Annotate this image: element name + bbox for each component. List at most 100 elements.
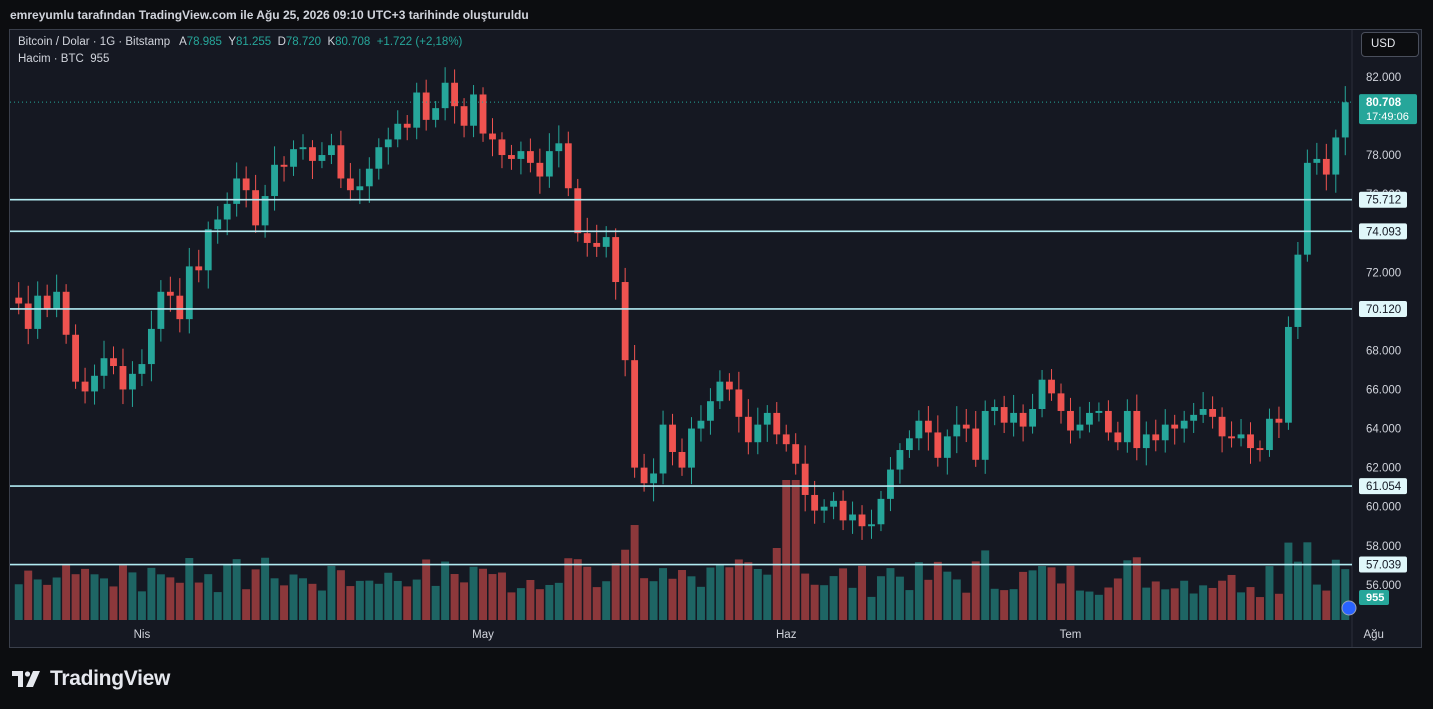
volume-bar	[1094, 594, 1103, 620]
candle-body	[91, 375, 98, 392]
candle-body	[1095, 410, 1103, 413]
candle-body	[129, 373, 136, 390]
tradingview-brand[interactable]: TradingView	[12, 666, 170, 692]
level-price-badge	[1359, 223, 1407, 240]
candle-body	[868, 524, 875, 527]
volume-legend-label[interactable]: Hacim · BTC	[18, 53, 84, 65]
candle-body	[81, 381, 89, 392]
volume-bar	[943, 571, 952, 620]
volume-bar	[232, 559, 241, 620]
y-tick-label: 78.000	[1366, 150, 1401, 162]
y-tick-label: 62.000	[1366, 463, 1401, 475]
volume-bar	[696, 586, 705, 620]
volume-bar	[308, 583, 317, 620]
volume-bar	[1208, 587, 1217, 620]
volume-bar	[924, 579, 933, 620]
candle-body	[650, 473, 657, 484]
volume-bar	[782, 480, 791, 620]
candle-body	[1161, 424, 1169, 441]
candle-body	[394, 123, 402, 140]
volume-bar	[526, 579, 535, 620]
candle-body	[470, 94, 477, 126]
volume-bar	[497, 572, 506, 620]
candle-body	[185, 266, 193, 320]
volume-bar	[791, 480, 800, 620]
candle-body	[72, 334, 79, 382]
candle-body	[659, 424, 667, 474]
volume-bar	[1274, 593, 1283, 620]
candle-body	[166, 291, 174, 296]
volume-bar	[365, 580, 374, 620]
candle-body	[962, 424, 970, 429]
volume-bar	[820, 585, 829, 620]
candle-body	[934, 432, 942, 458]
volume-bar	[384, 572, 393, 620]
volume-bar	[848, 587, 857, 620]
volume-bar	[1047, 567, 1056, 620]
candle-body	[498, 139, 506, 156]
volume-bar	[14, 584, 23, 620]
y-tick-label: 64.000	[1366, 424, 1401, 436]
candle-body	[309, 147, 316, 161]
legend-high-label: Y	[228, 36, 236, 48]
x-axis-label: Nis	[134, 629, 151, 641]
volume-bar	[336, 570, 345, 620]
candle-body	[915, 420, 923, 439]
volume-bar	[1227, 574, 1236, 620]
level-price-label: 61.054	[1366, 481, 1402, 493]
x-axis-label: May	[472, 629, 494, 641]
volume-bar	[839, 568, 848, 620]
candle-body	[1142, 434, 1150, 449]
volume-bar	[1104, 587, 1113, 620]
volume-bar	[668, 578, 677, 620]
currency-button[interactable]: USD	[1361, 32, 1419, 57]
last-price-label: 80.708	[1366, 97, 1402, 109]
candle-body	[252, 190, 260, 226]
y-tick-label: 72.000	[1366, 267, 1401, 279]
volume-bar	[33, 579, 42, 620]
candle-body	[621, 282, 629, 361]
legend-high-value: 81.255	[235, 36, 272, 48]
candle-body	[1086, 412, 1093, 425]
volume-bar	[1237, 592, 1246, 620]
volume-bar	[1331, 559, 1340, 620]
volume-bar	[175, 582, 184, 620]
candle-body	[1322, 158, 1330, 175]
volume-bar	[763, 574, 772, 620]
volume-bar	[1009, 589, 1018, 620]
volume-bar	[1170, 588, 1179, 620]
volume-bar	[280, 585, 289, 620]
chart-panel[interactable]	[9, 29, 1422, 648]
volume-bar	[403, 586, 412, 620]
level-price-badge	[1359, 300, 1407, 317]
candle-body	[328, 145, 335, 156]
candle-body	[337, 145, 345, 179]
candle-body	[1171, 424, 1179, 429]
volume-bar	[687, 576, 696, 620]
candle-body	[138, 364, 146, 374]
volume-bar	[204, 574, 213, 620]
volume-bar	[1189, 593, 1198, 620]
candle-body	[574, 188, 582, 234]
brand-name: TradingView	[50, 667, 171, 690]
volume-bar	[156, 574, 165, 620]
volume-bar	[801, 573, 810, 620]
volume-bar	[1284, 542, 1293, 620]
volume-bar	[545, 584, 554, 620]
candle-body	[1190, 414, 1198, 421]
volume-bar	[895, 576, 904, 620]
volume-bar	[1341, 569, 1350, 620]
volume-bar	[1199, 585, 1208, 620]
candle-body	[707, 401, 714, 421]
volume-bar	[251, 569, 260, 620]
y-tick-label: 58.000	[1366, 541, 1401, 553]
volume-bar	[1303, 542, 1312, 620]
candle-body	[1285, 326, 1292, 423]
volume-bar	[1066, 565, 1075, 620]
volume-bar	[1293, 561, 1302, 620]
candle-body	[1303, 162, 1311, 255]
volume-bar	[630, 525, 639, 620]
legend-symbol[interactable]: Bitcoin / Dolar · 1G · Bitstamp	[18, 36, 171, 48]
candle-body	[1114, 432, 1122, 443]
